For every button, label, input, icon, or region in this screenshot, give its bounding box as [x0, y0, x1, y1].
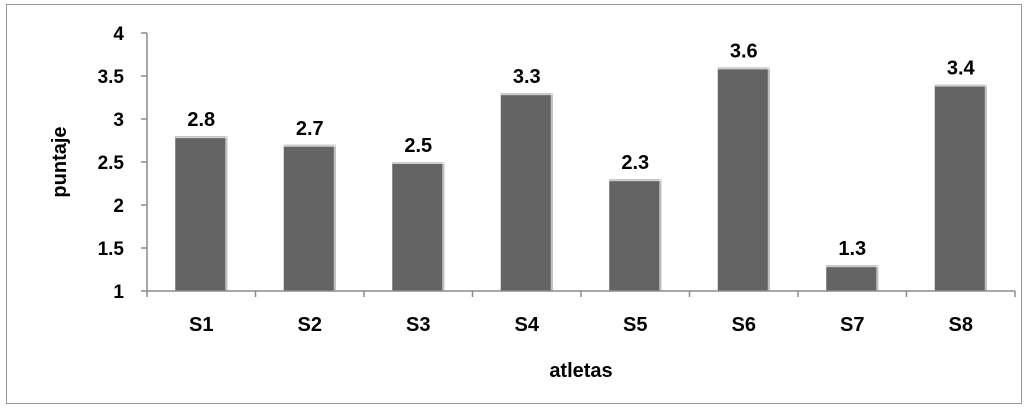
x-tick-label: S4	[515, 314, 540, 336]
bar-body	[500, 93, 553, 291]
x-tick-label: S1	[189, 314, 213, 336]
y-axis-title: puntaje	[49, 126, 71, 197]
x-tick-label: S3	[406, 314, 430, 336]
bar-side-edge	[225, 136, 228, 291]
y-axis-ticks: 1 1.5 2 2.5 3 3.5 4	[98, 24, 147, 303]
bar-side-edge	[333, 144, 336, 291]
data-label: 2.7	[296, 118, 324, 140]
y-tick-label: 2	[113, 196, 124, 217]
bar	[609, 179, 662, 291]
y-tick-label: 1.5	[98, 239, 125, 260]
data-label: 3.6	[730, 40, 758, 62]
y-tick-label: 3.5	[98, 67, 125, 88]
data-label: 3.3	[513, 66, 541, 88]
bar-top-edge	[609, 179, 662, 182]
data-label: 3.4	[947, 58, 976, 80]
data-label: 1.3	[838, 238, 866, 260]
bar-side-edge	[550, 93, 553, 291]
x-tick-label: S6	[732, 314, 756, 336]
data-label: 2.3	[621, 152, 649, 174]
bar	[826, 265, 879, 291]
bar-top-edge	[175, 136, 228, 139]
bar-body	[826, 265, 879, 291]
bar	[717, 67, 770, 292]
y-tick-label: 2.5	[98, 153, 125, 174]
data-label: 2.5	[404, 135, 432, 157]
bar-body	[392, 162, 445, 291]
bar-top-edge	[826, 265, 879, 268]
bar-body	[283, 144, 336, 291]
bar-body	[717, 67, 770, 292]
x-tick-label: S8	[949, 314, 973, 336]
bar-side-edge	[984, 84, 987, 291]
bar	[283, 144, 336, 291]
x-tick-label: S5	[623, 314, 647, 336]
bar-top-edge	[934, 84, 987, 87]
bar	[934, 84, 987, 291]
x-axis-ticks: S1 S2 S3 S4 S5 S6 S7 S8	[146, 291, 1016, 336]
bar-side-edge	[876, 265, 879, 291]
axes	[146, 33, 1015, 292]
bars	[175, 67, 987, 292]
bar	[500, 93, 553, 291]
bar-top-edge	[717, 67, 770, 70]
bar-side-edge	[442, 162, 445, 291]
bar	[392, 162, 445, 291]
y-tick-label: 3	[113, 110, 124, 131]
y-tick-label: 1	[113, 282, 124, 303]
x-tick-label: S7	[840, 314, 864, 336]
bar-body	[609, 179, 662, 291]
bar-top-edge	[283, 144, 336, 147]
bar-top-edge	[392, 162, 445, 164]
x-tick-label: S2	[298, 314, 322, 336]
data-label: 2.8	[187, 109, 215, 131]
x-axis-title: atletas	[549, 360, 612, 382]
bar-body	[175, 136, 228, 291]
data-labels: 2.8 2.7 2.5 3.3 2.3 3.6 1.3 3.4	[187, 40, 975, 260]
bar-top-edge	[500, 93, 553, 96]
bar-body	[934, 84, 987, 291]
bar-side-edge	[659, 179, 662, 291]
y-tick-label: 4	[113, 24, 124, 45]
bar-side-edge	[767, 67, 770, 292]
bar	[175, 136, 228, 291]
